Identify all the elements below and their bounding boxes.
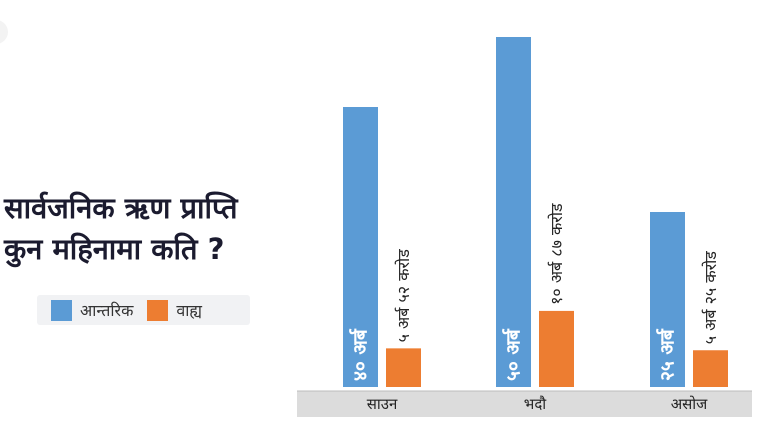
category-label-0: साउन [367, 395, 398, 413]
legend-item-external: वाह्य [147, 299, 202, 321]
legend-swatch-internal [51, 299, 72, 321]
data-label-external-0: ५ अर्ब ५२ करोड [394, 249, 413, 343]
category-label-2: असोज [671, 395, 708, 413]
bar-external-0 [386, 348, 421, 387]
bar-internal-1 [496, 37, 531, 387]
data-label-external-2: ५ अर्ब २५ करोड [701, 251, 720, 345]
data-label-internal-2: २५ अर्ब [656, 328, 679, 381]
legend-label-external: वाह्य [176, 301, 203, 320]
legend: आन्तरिक वाह्य [37, 295, 250, 325]
legend-label-internal: आन्तरिक [80, 301, 134, 320]
legend-swatch-external [147, 299, 169, 321]
bar-external-1 [539, 310, 574, 387]
title-line-1: सार्वजनिक ऋण प्राप्ति [4, 191, 238, 225]
chart-title: सार्वजनिक ऋण प्राप्ति कुन महिनामा कति ? [4, 188, 304, 270]
data-label-internal-0: ४० अर्ब [349, 328, 372, 381]
data-label-internal-1: ५० अर्ब [502, 328, 525, 381]
bar-external-2 [693, 350, 728, 387]
category-label-1: भदौ [524, 395, 548, 413]
bar-internal-2 [650, 212, 685, 387]
title-line-2: कुन महिनामा कति ? [4, 232, 225, 266]
background-dot [0, 20, 8, 44]
bar-internal-0 [343, 107, 378, 387]
data-label-external-1: १० अर्ब ८७ करोड [547, 203, 566, 305]
legend-item-internal: आन्तरिक [51, 299, 133, 321]
category-axis-band [297, 391, 752, 417]
